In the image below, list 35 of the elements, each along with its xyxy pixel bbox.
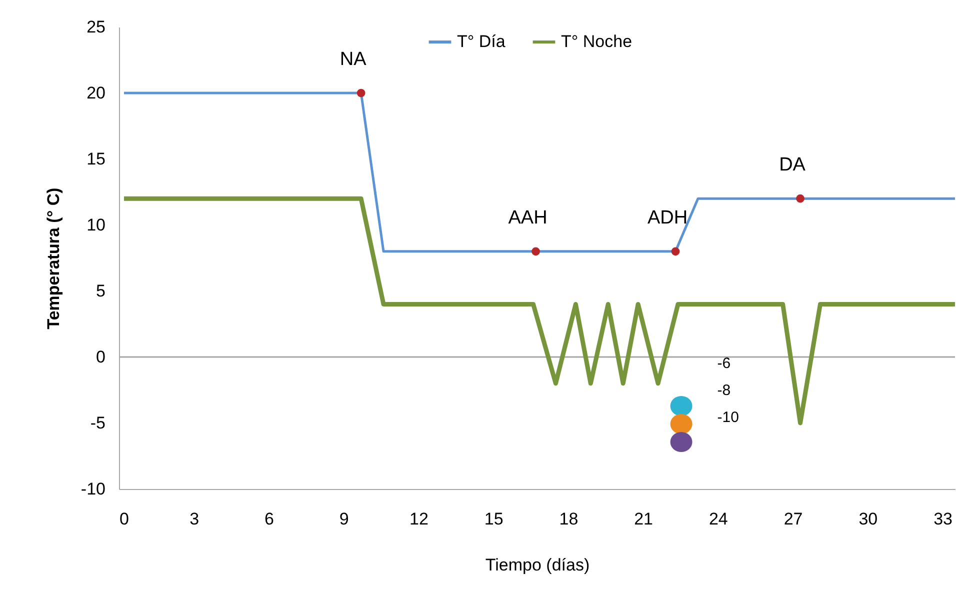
x-tick-label: 15 (484, 510, 504, 528)
point (796, 194, 804, 203)
annotation: -8 (717, 382, 731, 399)
annotation: -10 (717, 409, 739, 426)
legend-label: T° Noche (561, 32, 632, 51)
legend-label: T° Día (457, 32, 506, 51)
point (356, 88, 366, 98)
y-tick-label: 10 (86, 216, 106, 234)
y-tick-label: 0 (96, 348, 106, 366)
y-axis-title: Temperatura (° C) (44, 188, 63, 330)
annotation: ADH (647, 207, 688, 228)
x-tick-label: 6 (264, 510, 274, 528)
x-tick-label: 30 (858, 510, 878, 528)
y-tick-label: 5 (96, 282, 106, 300)
x-tick-label: 18 (559, 510, 578, 528)
y-tick-label: -10 (80, 480, 106, 498)
y-tick-label: -5 (90, 414, 106, 432)
y-tick-label: 25 (86, 18, 106, 36)
x-tick-label: 9 (339, 510, 349, 528)
point (671, 247, 680, 256)
x-tick-label: 24 (708, 510, 728, 528)
annotation: NA (340, 49, 367, 70)
x-axis-title: Tiempo (días) (485, 556, 590, 574)
x-tick-label: 21 (634, 510, 654, 528)
y-tick-label: 15 (86, 150, 106, 168)
x-tick-label: 33 (934, 510, 952, 528)
point (532, 247, 540, 256)
x-tick-label: 0 (120, 510, 129, 528)
annotation: AAH (508, 207, 548, 228)
x-tick-label: 3 (190, 510, 200, 528)
x-tick-label: 12 (410, 510, 428, 528)
annotation: DA (779, 154, 806, 176)
y-tick-label: 20 (86, 84, 106, 102)
x-tick-label: 27 (784, 510, 803, 528)
annotation: -6 (717, 355, 731, 372)
